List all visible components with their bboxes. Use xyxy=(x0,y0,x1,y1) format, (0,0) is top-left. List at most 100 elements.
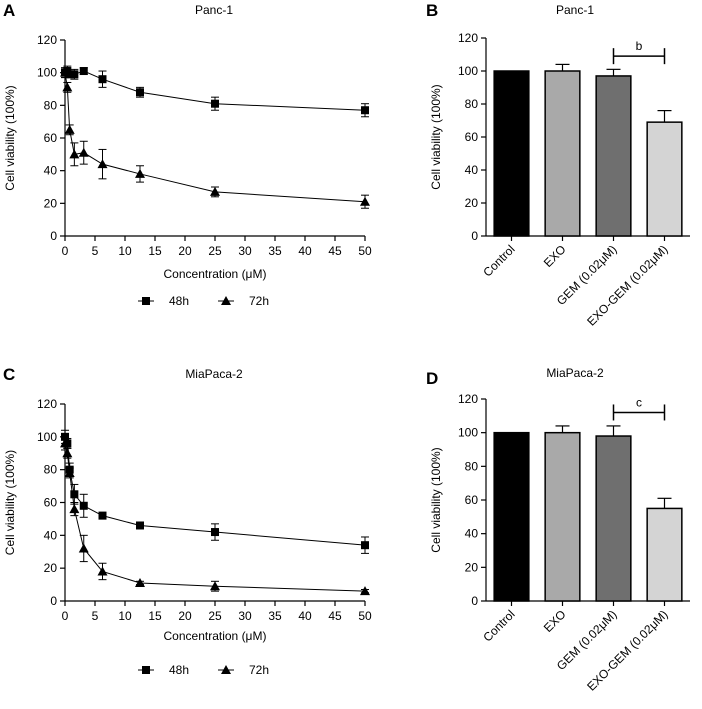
bar xyxy=(493,431,530,602)
x-tick-label: 50 xyxy=(358,609,372,623)
data-point xyxy=(211,99,219,108)
data-point xyxy=(70,490,79,499)
y-axis-label: Cell viability (100%) xyxy=(429,84,443,189)
data-point xyxy=(98,75,107,84)
x-axis-label: Concentration (μM) xyxy=(164,267,267,281)
significance-bracket: c xyxy=(612,395,666,421)
panel-B: B Panc-1 0 20 40 60 80 100 120 Cell viability (10… xyxy=(426,1,690,329)
chart-title: MiaPaca-2 xyxy=(185,367,243,381)
x-tick-label: 5 xyxy=(92,609,99,623)
chart-title: MiaPaca-2 xyxy=(546,366,604,380)
x-tick-label: 40 xyxy=(298,609,312,623)
x-tick-label: EXO xyxy=(541,607,569,635)
y-tick-label: 60 xyxy=(465,493,479,507)
y-axis-label: Cell viability (100%) xyxy=(429,447,443,552)
panel-letter: D xyxy=(426,369,438,388)
x-tick-label: 40 xyxy=(298,244,312,258)
y-tick-label: 40 xyxy=(44,528,58,542)
panel-letter: A xyxy=(3,1,15,20)
x-tick-label: 35 xyxy=(268,244,282,258)
data-point xyxy=(65,70,74,79)
data-point xyxy=(69,149,80,159)
y-tick-label: 0 xyxy=(50,229,57,243)
y-tick-label: 40 xyxy=(44,164,58,178)
y-tick-label: 120 xyxy=(37,33,57,47)
y-tick-label: 100 xyxy=(458,64,478,78)
data-point xyxy=(360,196,370,206)
significance-bracket: b xyxy=(612,39,666,65)
legend-label: 72h xyxy=(249,663,269,677)
y-tick-label: 20 xyxy=(44,196,58,210)
data-point xyxy=(211,528,219,537)
data-point xyxy=(69,504,80,514)
y-tick-label: 0 xyxy=(50,594,57,608)
x-axis-label: Concentration (μM) xyxy=(164,629,267,643)
panel-letter: B xyxy=(426,1,438,20)
data-point xyxy=(361,106,369,115)
bar xyxy=(544,431,581,602)
data-point xyxy=(70,70,79,79)
x-tick-label: 30 xyxy=(238,609,252,623)
data-point xyxy=(62,448,73,458)
bar xyxy=(595,435,632,602)
bar xyxy=(493,70,530,237)
y-tick-label: 120 xyxy=(458,392,478,406)
legend-label: 48h xyxy=(169,294,189,308)
data-point xyxy=(64,124,75,134)
x-tick-label: EXO xyxy=(541,242,569,270)
x-tick-label: 50 xyxy=(358,244,372,258)
y-tick-label: 60 xyxy=(44,131,58,145)
data-point xyxy=(136,521,144,530)
y-tick-label: 120 xyxy=(458,31,478,45)
panel-letter: C xyxy=(3,365,15,384)
y-tick-label: 80 xyxy=(44,463,58,477)
legend-marker xyxy=(221,296,231,305)
y-tick-label: 80 xyxy=(465,459,479,473)
data-point xyxy=(64,467,75,477)
series-48h xyxy=(61,429,369,554)
x-tick-label: 45 xyxy=(328,609,342,623)
data-point xyxy=(97,566,108,576)
x-tick-label: 35 xyxy=(268,609,282,623)
x-tick-label: 15 xyxy=(148,609,162,623)
bar xyxy=(646,507,683,602)
y-tick-label: 20 xyxy=(465,196,479,210)
data-point xyxy=(98,511,107,520)
data-point xyxy=(79,501,88,510)
significance-label: c xyxy=(636,395,642,409)
data-point xyxy=(361,541,369,550)
data-point xyxy=(136,88,144,97)
y-axis-label: Cell viability (100%) xyxy=(3,85,17,190)
legend-marker xyxy=(221,665,231,674)
data-point xyxy=(60,67,70,77)
y-tick-label: 0 xyxy=(471,594,478,608)
y-tick-label: 100 xyxy=(458,426,478,440)
data-point xyxy=(135,577,145,587)
y-tick-label: 100 xyxy=(37,66,57,80)
data-point xyxy=(78,543,89,553)
legend-marker xyxy=(142,297,150,305)
x-tick-label: 10 xyxy=(118,244,132,258)
data-point xyxy=(78,147,89,157)
x-tick-label: 25 xyxy=(208,609,222,623)
data-point xyxy=(79,67,88,76)
y-tick-label: 40 xyxy=(465,527,479,541)
x-tick-label: 20 xyxy=(178,609,192,623)
legend: 48h 72h xyxy=(138,294,269,308)
y-tick-label: 60 xyxy=(44,496,58,510)
panel-A: A Panc-1 0 20 40 60 80 100 120 Cell viability (10… xyxy=(3,1,372,308)
panel-D: D MiaPaca-2 0 20 40 60 80 100 120 Cell viability … xyxy=(426,366,690,694)
data-point xyxy=(97,159,108,169)
chart-title: Panc-1 xyxy=(556,3,594,17)
chart-title: Panc-1 xyxy=(195,3,233,17)
y-tick-label: 20 xyxy=(44,561,58,575)
y-tick-label: 80 xyxy=(44,98,58,112)
y-tick-label: 120 xyxy=(37,397,57,411)
series-72h xyxy=(60,67,370,209)
x-tick-label: 25 xyxy=(208,244,222,258)
series-72h xyxy=(60,436,370,596)
x-tick-label: Control xyxy=(480,607,517,644)
x-tick-label: 5 xyxy=(92,244,99,258)
